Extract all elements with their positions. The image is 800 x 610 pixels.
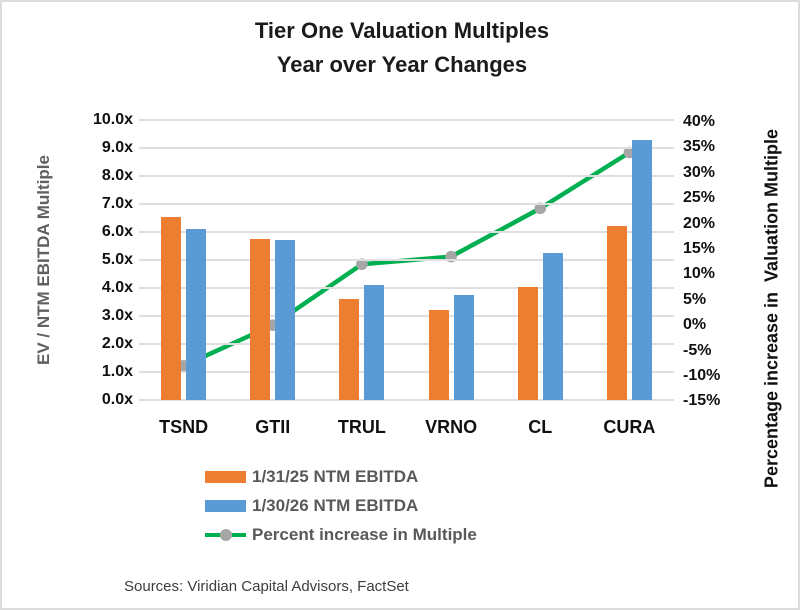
right-axis-tick: 35%: [683, 138, 716, 156]
right-axis-title: Percentage increase in Valuation Multipl…: [761, 128, 782, 489]
right-axis-tick: 40%: [683, 113, 716, 130]
bar-trul-series1: [339, 299, 360, 400]
right-axis-tick: 15%: [683, 240, 716, 257]
gridline: [139, 231, 674, 233]
legend-row-series2: 1/30/26 NTM EBITDA: [205, 495, 477, 517]
left-axis-tick: 4.0x: [101, 279, 133, 296]
right-axis-tick: 5%: [683, 290, 707, 308]
bar-gtii-series1: [250, 239, 271, 400]
left-axis-tick: 1.0x: [101, 363, 133, 380]
gridline: [139, 287, 674, 289]
source-note: Sources: Viridian Capital Advisors, Fact…: [124, 578, 409, 595]
x-axis-label-trul: TRUL: [337, 417, 386, 437]
x-axis-label-gtii: GTII: [255, 417, 291, 437]
legend-row-series1: 1/31/25 NTM EBITDA: [205, 466, 477, 488]
x-axis-label-cl: CL: [528, 417, 553, 437]
legend-row-series3: Percent increase in Multiple: [205, 524, 477, 546]
bar-cl-series1: [517, 286, 538, 400]
chart-title-line-2: Year over Year Changes: [276, 52, 528, 77]
left-axis-tick: 9.0x: [101, 139, 133, 156]
bar-vrno-series1: [428, 310, 449, 400]
bar-cura-series2: [631, 139, 652, 400]
x-axis-label-tsnd: TSND: [159, 417, 209, 437]
gridline: [139, 259, 674, 261]
gridline: [139, 343, 674, 345]
green-line-marker-swatch-icon: [205, 529, 246, 541]
gridline: [139, 371, 674, 373]
left-axis-tick: 0.0x: [101, 391, 133, 408]
bar-tsnd-series2: [186, 229, 207, 400]
gridline: [139, 315, 674, 317]
right-axis-tick: 20%: [683, 214, 716, 232]
legend: 1/31/25 NTM EBITDA 1/30/26 NTM EBITDA Pe…: [205, 466, 477, 553]
right-axis-tick: -10%: [683, 367, 721, 384]
left-axis-tick: 7.0x: [101, 195, 133, 212]
right-axis-tick: 10%: [683, 265, 716, 283]
left-axis-tick: 3.0x: [101, 307, 133, 324]
orange-bar-swatch-icon: [205, 471, 246, 483]
left-axis-tick: 5.0x: [101, 251, 133, 268]
x-axis-label-cura: CURA: [603, 417, 656, 437]
gridline: [139, 119, 674, 121]
x-axis-label-vrno: VRNO: [425, 417, 478, 437]
left-axis-tick: 6.0x: [101, 223, 133, 240]
gridline: [139, 203, 674, 205]
right-axis-tick: 25%: [683, 189, 716, 207]
bar-vrno-series2: [453, 295, 474, 400]
right-axis-tick: 0%: [683, 316, 707, 334]
chart-title-line-1: Tier One Valuation Multiples: [254, 18, 550, 43]
legend-label-series1: 1/31/25 NTM EBITDA: [252, 467, 419, 486]
bar-trul-series2: [364, 285, 385, 400]
right-axis-tick: 30%: [683, 163, 716, 181]
blue-bar-swatch-icon: [205, 500, 246, 512]
bar-gtii-series2: [275, 240, 296, 400]
left-axis-tick: 2.0x: [101, 335, 133, 352]
bar-cura-series1: [606, 226, 627, 400]
right-axis-tick: -15%: [683, 392, 721, 410]
gridline: [139, 175, 674, 177]
gridline: [139, 147, 674, 149]
left-axis-tick: 10.0x: [92, 111, 133, 128]
legend-label-series2: 1/30/26 NTM EBITDA: [252, 496, 419, 515]
gridline: [139, 399, 674, 401]
legend-label-series3: Percent increase in Multiple: [252, 525, 477, 544]
bar-cl-series2: [542, 253, 563, 400]
bar-tsnd-series1: [161, 216, 182, 400]
right-axis-tick: -5%: [683, 341, 712, 359]
left-axis-tick: 8.0x: [101, 167, 133, 184]
